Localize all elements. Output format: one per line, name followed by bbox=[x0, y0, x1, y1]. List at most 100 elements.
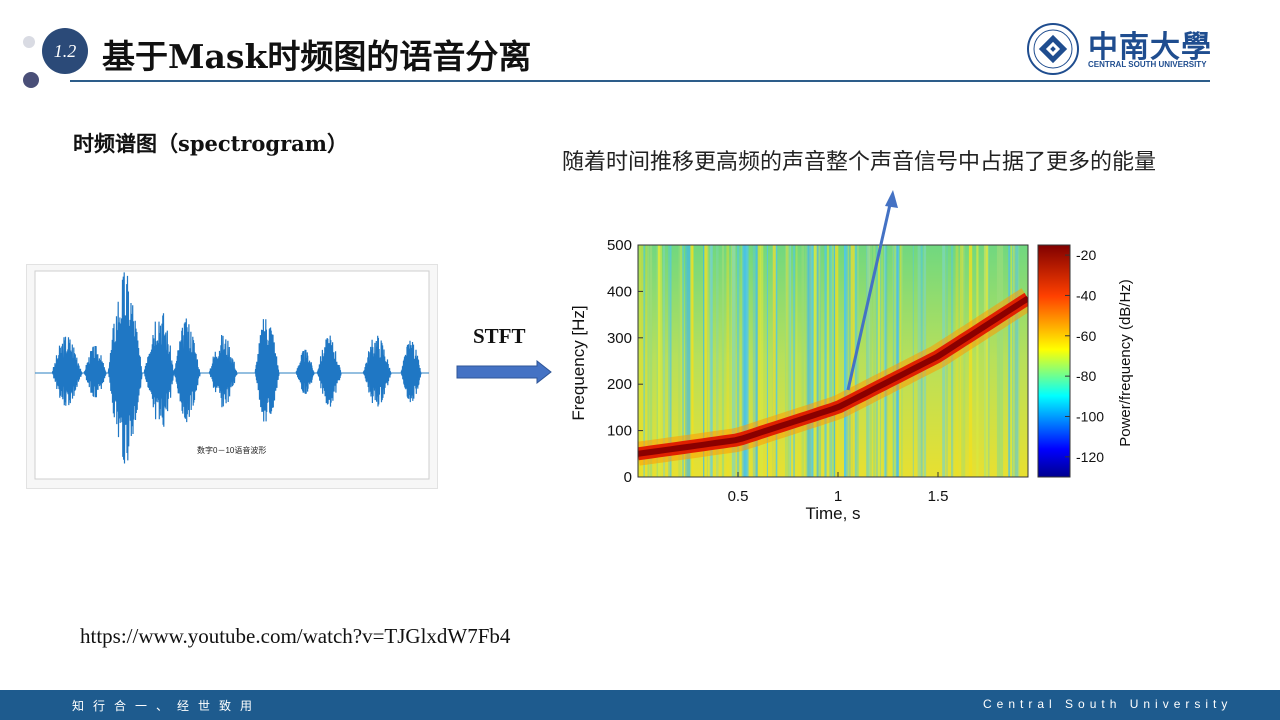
waveform-burst bbox=[143, 313, 175, 427]
spectrogram-stripe bbox=[894, 245, 896, 477]
spectrogram-stripe bbox=[815, 245, 819, 477]
spectrogram-stripe bbox=[793, 245, 795, 477]
spectrogram-stripe bbox=[985, 245, 989, 477]
footer-university: Central South University bbox=[983, 697, 1233, 711]
stft-label: STFT bbox=[473, 324, 526, 348]
x-tick-label: 1.5 bbox=[928, 488, 949, 505]
spectrogram-stripe bbox=[999, 245, 1004, 477]
spectrogram-stripe bbox=[801, 245, 805, 477]
spectrogram-stripe bbox=[876, 245, 879, 477]
spectrogram-stripe bbox=[895, 245, 897, 477]
colorbar-label: Power/frequency (dB/Hz) bbox=[1117, 279, 1134, 447]
spectrogram-stripe bbox=[726, 245, 730, 477]
decor-dot-light bbox=[23, 36, 35, 48]
spectrogram-stripe bbox=[775, 245, 778, 477]
waveform-burst bbox=[208, 334, 238, 408]
seal-icon bbox=[1027, 23, 1079, 75]
spectrogram-stripe bbox=[960, 245, 964, 477]
spectrogram-stripe bbox=[745, 245, 749, 477]
spectrogram-stripe bbox=[766, 245, 768, 477]
spectrogram-stripe bbox=[818, 245, 820, 477]
spectrogram-stripe bbox=[690, 245, 692, 477]
y-tick-label: 0 bbox=[624, 469, 632, 486]
spectrogram-stripe bbox=[892, 245, 895, 477]
spectrogram-stripe bbox=[721, 245, 725, 477]
spectrogram-stripe bbox=[968, 245, 973, 477]
page-title: 基于Mask时频图的语音分离 bbox=[102, 37, 532, 76]
spectrogram-stripe bbox=[866, 245, 869, 477]
colorbar bbox=[1037, 244, 1071, 478]
spectrogram-stripe bbox=[1015, 245, 1020, 477]
y-tick-label: 200 bbox=[607, 376, 632, 393]
spectrogram-stripe bbox=[810, 245, 814, 477]
spectrogram-stripe bbox=[883, 245, 886, 477]
footer-motto: 知行合一、经世致用 bbox=[72, 699, 262, 713]
x-axis-label: Time, s bbox=[805, 504, 860, 523]
spectrogram-stripe bbox=[704, 245, 708, 477]
spectrogram-stripe bbox=[785, 245, 790, 477]
waveform-burst bbox=[362, 335, 392, 407]
spectrogram-stripe bbox=[855, 245, 858, 477]
spectrogram-stripe bbox=[809, 245, 811, 477]
spectrogram-stripe bbox=[731, 245, 736, 477]
y-tick-label: 300 bbox=[607, 330, 632, 347]
spectrogram-stripe bbox=[656, 245, 659, 477]
spectrogram-stripe bbox=[639, 245, 644, 477]
spectrogram-stripe bbox=[703, 245, 705, 477]
spectrogram-stripe bbox=[741, 245, 743, 477]
waveform-burst bbox=[83, 345, 107, 398]
x-tick-label: 1 bbox=[834, 488, 842, 505]
spectrogram-stripe bbox=[1008, 245, 1010, 477]
spectrogram-stripe bbox=[657, 245, 660, 477]
right-arrow-icon bbox=[456, 360, 552, 384]
spectrogram-stripe bbox=[885, 245, 888, 477]
spectrogram-stripe bbox=[772, 245, 776, 477]
waveform-burst bbox=[51, 336, 83, 406]
spectrogram-stripe bbox=[686, 245, 691, 477]
waveform-burst bbox=[173, 318, 201, 423]
spectrogram-stripe bbox=[660, 245, 662, 477]
waveform-burst bbox=[254, 319, 280, 422]
spectrogram-stripe bbox=[900, 245, 903, 477]
waveform-figure: 数字0－10语音波形 bbox=[26, 264, 438, 489]
colorbar-tick-label: -60 bbox=[1076, 328, 1096, 344]
spectrogram-stripe bbox=[752, 245, 757, 477]
spectrogram-stripe bbox=[824, 245, 827, 477]
spectrogram-stripe bbox=[687, 245, 691, 477]
waveform-burst bbox=[295, 349, 315, 394]
section-badge: 1.2 bbox=[42, 28, 88, 74]
annotation-arrow-icon bbox=[846, 190, 898, 391]
spectrogram-stripe bbox=[805, 245, 809, 477]
waveform-burst bbox=[400, 340, 422, 403]
spectrogram-stripe bbox=[900, 245, 902, 477]
spectrogram-stripe bbox=[814, 245, 818, 477]
y-tick-label: 400 bbox=[607, 283, 632, 300]
chirp-series-line bbox=[638, 295, 1028, 457]
spectrogram-stripe bbox=[645, 245, 648, 477]
spectrogram-stripe bbox=[857, 245, 859, 477]
spectrogram-stripe bbox=[832, 245, 836, 477]
waveform-caption: 数字0－10语音波形 bbox=[197, 445, 266, 455]
y-axis-label: Frequency [Hz] bbox=[569, 305, 588, 420]
waveform-burst bbox=[107, 272, 143, 464]
y-tick-label: 100 bbox=[607, 423, 632, 440]
spectrogram-stripe bbox=[806, 245, 810, 477]
spectrogram-stripe bbox=[685, 245, 688, 477]
spectrogram-stripe bbox=[881, 245, 883, 477]
spectrogram-stripe bbox=[786, 245, 788, 477]
spectrogram-stripe bbox=[757, 245, 761, 477]
spectrogram-stripe bbox=[879, 245, 881, 477]
spectrogram-stripe bbox=[1013, 245, 1016, 477]
spectrogram-stripe bbox=[976, 245, 979, 477]
spectrogram-stripe bbox=[1014, 245, 1019, 477]
spectrogram-stripe bbox=[647, 245, 649, 477]
spectrogram-annotation: 随着时间推移更高频的声音整个声音信号中占据了更多的能量 bbox=[562, 150, 1157, 175]
spectrogram-stripe bbox=[681, 245, 684, 477]
spectrogram-stripe bbox=[866, 245, 870, 477]
spectrogram-stripe bbox=[678, 245, 681, 477]
spectrogram-stripe bbox=[996, 245, 1000, 477]
colorbar-tick-label: -120 bbox=[1076, 449, 1104, 465]
spectrogram-stripe bbox=[835, 245, 839, 477]
spectrogram-stripe bbox=[643, 245, 645, 477]
